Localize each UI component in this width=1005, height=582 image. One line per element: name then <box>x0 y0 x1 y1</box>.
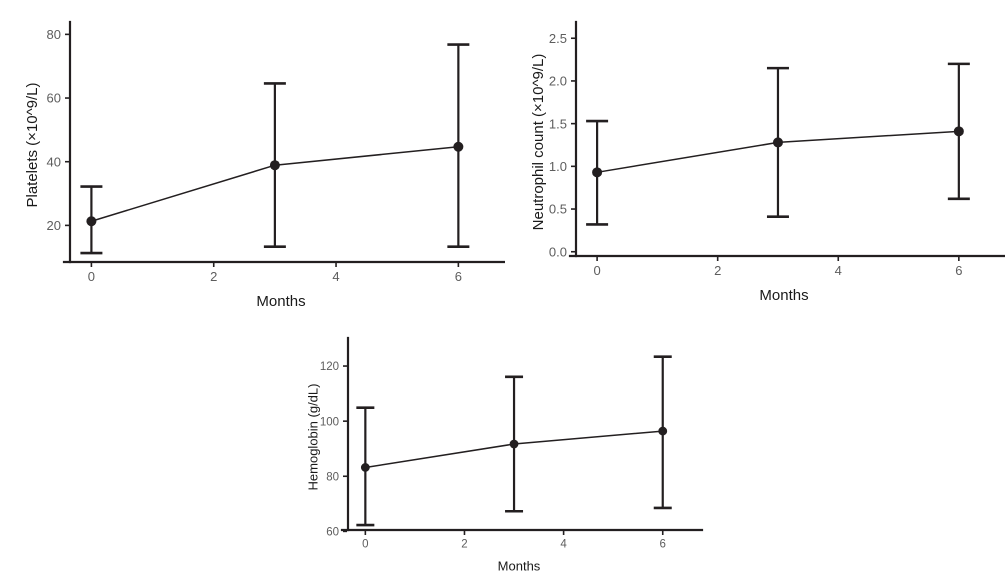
y-tick-label-neutrophil: 0.5 <box>549 202 567 217</box>
y-tick-label-neutrophil: 1.0 <box>549 159 567 174</box>
y-tick-label-hemoglobin: 80 <box>326 471 339 483</box>
data-point-marker-neutrophil <box>592 167 603 178</box>
y-tick-label-platelets: 80 <box>47 27 61 42</box>
chart-svg-platelets: 20 40 60 80 0 2 4 6 Months Platelets (×10^9/L) <box>24 20 505 310</box>
data-point-marker-neutrophil <box>953 126 964 137</box>
plot-area-neutrophil: 0.0 0.5 1.0 1.5 2.0 2.5 0 2 4 6 Months Neutrophil c… <box>530 20 1005 304</box>
data-point-marker-hemoglobin <box>509 439 519 449</box>
y-tick-label-neutrophil: 2.0 <box>549 74 567 89</box>
chart-svg-hemoglobin: 60 80 100 120 0 2 4 6 Months Hemoglobin (g/dL) <box>306 336 704 574</box>
y-tick-label-platelets: 20 <box>47 218 61 233</box>
x-tick-label-hemoglobin: 4 <box>560 539 567 551</box>
y-tick-label-neutrophil: 1.5 <box>549 116 567 131</box>
x-tick-label-neutrophil: 0 <box>593 263 600 278</box>
x-axis-title-hemoglobin: Months <box>498 559 541 574</box>
x-tick-label-hemoglobin: 6 <box>660 539 666 551</box>
data-point-marker-hemoglobin <box>658 426 668 436</box>
data-point-marker-hemoglobin <box>360 463 370 472</box>
plot-area-platelets: 20 40 60 80 0 2 4 6 Months Platelets (×10^9/L) <box>24 20 505 310</box>
chart-panel-platelets: 20 40 60 80 0 2 4 6 Months Platelets (×10^9/L) <box>0 0 505 320</box>
y-tick-label-hemoglobin: 100 <box>320 416 339 428</box>
x-tick-label-hemoglobin: 0 <box>362 539 368 551</box>
y-axis-title-hemoglobin: Hemoglobin (g/dL) <box>306 384 321 491</box>
data-point-marker-platelets <box>269 160 280 171</box>
x-tick-label-platelets: 2 <box>210 269 217 284</box>
y-axis-title-neutrophil: Neutrophil count (×10^9/L) <box>530 54 547 231</box>
x-tick-label-platelets: 0 <box>88 269 95 284</box>
data-point-marker-platelets <box>453 141 464 152</box>
x-axis-title-platelets: Months <box>256 293 305 310</box>
x-tick-label-neutrophil: 2 <box>714 263 721 278</box>
y-tick-label-neutrophil: 0.0 <box>549 244 567 259</box>
x-tick-label-platelets: 4 <box>332 269 339 284</box>
data-point-marker-neutrophil <box>772 137 783 148</box>
x-tick-label-platelets: 6 <box>455 269 462 284</box>
y-tick-label-hemoglobin: 120 <box>320 361 339 373</box>
y-tick-label-neutrophil: 2.5 <box>549 31 567 46</box>
x-tick-label-neutrophil: 4 <box>835 263 842 278</box>
x-tick-label-neutrophil: 6 <box>955 263 962 278</box>
x-tick-label-hemoglobin: 2 <box>461 539 467 551</box>
chart-svg-neutrophil: 0.0 0.5 1.0 1.5 2.0 2.5 0 2 4 6 Months Neutrophil c… <box>530 20 1005 304</box>
y-tick-label-hemoglobin: 60 <box>326 527 339 539</box>
chart-panel-hemoglobin: 60 80 100 120 0 2 4 6 Months Hemoglobin (g/dL) <box>270 322 725 582</box>
y-axis-title-platelets: Platelets (×10^9/L) <box>24 82 41 207</box>
y-tick-label-platelets: 40 <box>47 154 61 169</box>
y-tick-label-platelets: 60 <box>47 91 61 106</box>
plot-area-hemoglobin: 60 80 100 120 0 2 4 6 Months Hemoglobin (g/dL) <box>306 336 704 574</box>
data-point-marker-platelets <box>86 216 97 227</box>
chart-panel-neutrophil: 0.0 0.5 1.0 1.5 2.0 2.5 0 2 4 6 Months Neutrophil c… <box>500 0 1005 320</box>
x-axis-title-neutrophil: Months <box>759 287 808 304</box>
